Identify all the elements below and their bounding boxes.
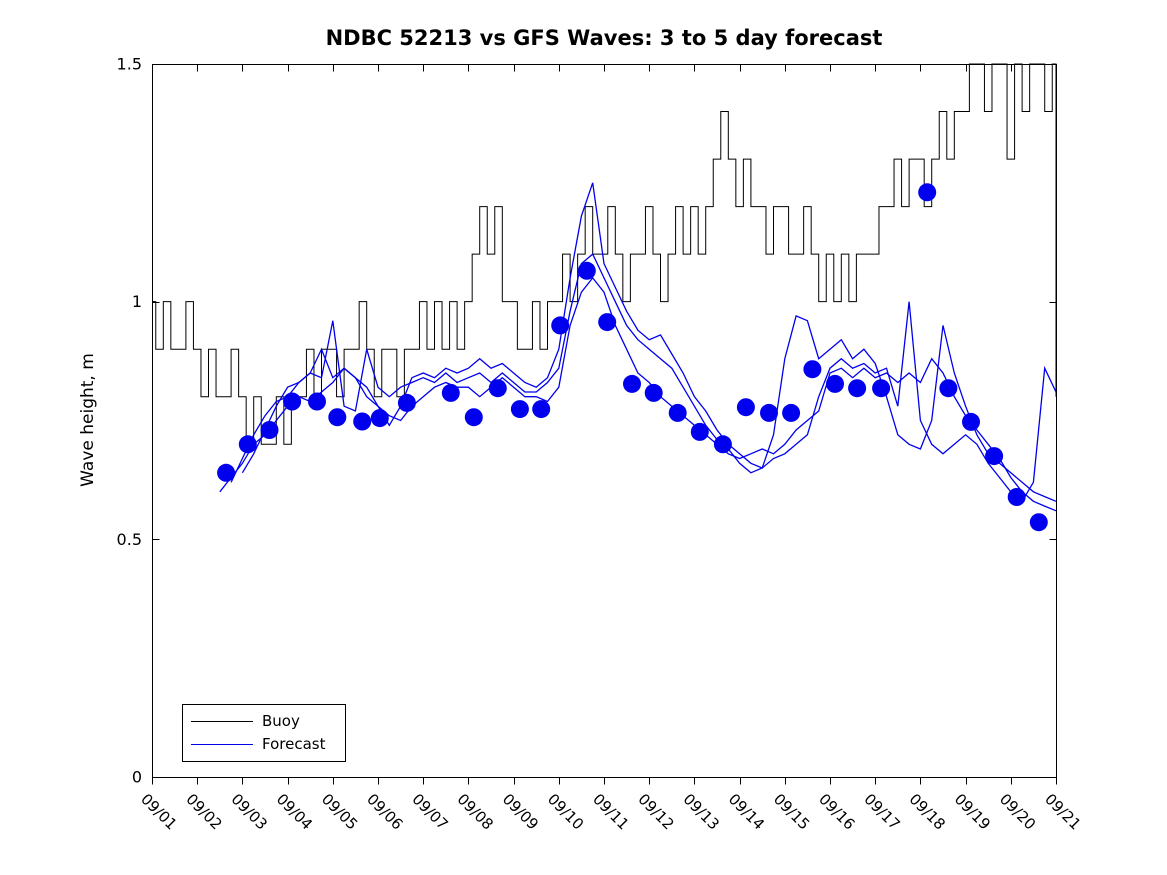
x-tick-label: 09/20 bbox=[996, 790, 1039, 833]
x-tick-label: 09/02 bbox=[182, 790, 225, 833]
forecast-marker-dot bbox=[962, 412, 980, 431]
forecast-marker-dot bbox=[308, 392, 326, 411]
forecast-marker-dot bbox=[985, 447, 1004, 466]
forecast-marker-dot bbox=[260, 421, 279, 439]
forecast-marker-dot bbox=[510, 400, 529, 419]
buoy-line-swatch bbox=[191, 720, 253, 722]
forecast-marker-dot bbox=[939, 379, 958, 398]
x-tick-label: 09/15 bbox=[770, 790, 813, 833]
legend-item-forecast: Forecast bbox=[191, 737, 345, 752]
y-tick-label: 0 bbox=[132, 768, 142, 787]
forecast-marker-dot bbox=[1007, 488, 1026, 506]
buoy-series-line bbox=[152, 63, 1057, 445]
y-tick-label: 1.5 bbox=[117, 55, 142, 74]
forecast-marker-dot bbox=[397, 393, 416, 412]
forecast-marker-dot bbox=[848, 379, 867, 398]
forecast-marker-dot bbox=[551, 316, 570, 335]
forecast-marker-dot bbox=[918, 183, 937, 202]
forecast-marker-dot bbox=[782, 403, 801, 422]
x-tick-label: 09/21 bbox=[1041, 790, 1084, 833]
forecast-marker-dot bbox=[488, 379, 507, 398]
forecast-marker-dot bbox=[690, 422, 709, 441]
x-tick-label: 09/16 bbox=[815, 790, 858, 833]
forecast-marker-dot bbox=[760, 403, 778, 422]
forecast-marker-dot bbox=[872, 379, 891, 398]
x-tick-label: 09/12 bbox=[634, 790, 677, 833]
forecast-marker-dot bbox=[1029, 513, 1048, 532]
x-tick-label: 09/05 bbox=[318, 790, 361, 833]
forecast-marker-dot bbox=[370, 409, 389, 428]
x-tick-label: 09/03 bbox=[228, 790, 271, 833]
forecast-series-line bbox=[230, 182, 1057, 502]
x-tick-label: 09/14 bbox=[725, 790, 768, 833]
x-tick-label: 09/19 bbox=[951, 790, 994, 833]
forecast-marker-dot bbox=[598, 313, 617, 332]
forecast-marker-dot bbox=[803, 360, 822, 379]
y-tick-label: 0.5 bbox=[117, 530, 142, 549]
x-tick-label: 09/06 bbox=[363, 790, 406, 833]
forecast-marker-dot bbox=[668, 403, 687, 422]
x-tick-label: 09/13 bbox=[680, 790, 723, 833]
forecast-series-line bbox=[219, 276, 1057, 512]
forecast-line-swatch bbox=[191, 744, 253, 746]
forecast-series-line bbox=[241, 253, 1057, 503]
x-tick-label: 09/09 bbox=[499, 790, 542, 833]
forecast-marker-dot bbox=[238, 435, 257, 454]
forecast-marker-dot bbox=[283, 392, 302, 411]
legend-label-forecast: Forecast bbox=[262, 735, 326, 754]
forecast-marker-dot bbox=[532, 400, 551, 419]
forecast-marker-dot bbox=[713, 435, 732, 454]
chart-title: NDBC 52213 vs GFS Waves: 3 to 5 day fore… bbox=[325, 26, 883, 50]
x-tick-label: 09/18 bbox=[906, 790, 949, 833]
legend-label-buoy: Buoy bbox=[262, 711, 300, 730]
x-tick-label: 09/11 bbox=[589, 790, 632, 833]
y-tick-label: 1 bbox=[132, 292, 142, 311]
legend-item-buoy: Buoy bbox=[191, 711, 345, 730]
forecast-marker-dot bbox=[464, 408, 483, 427]
forecast-marker-dot bbox=[736, 398, 755, 417]
x-tick-label: 09/01 bbox=[137, 790, 180, 833]
forecast-marker-dot bbox=[826, 374, 844, 393]
x-tick-label: 09/10 bbox=[544, 790, 587, 833]
x-tick-label: 09/04 bbox=[273, 790, 316, 833]
x-tick-label: 09/07 bbox=[408, 790, 451, 833]
forecast-marker-dot bbox=[441, 383, 460, 402]
x-tick-label: 09/17 bbox=[860, 790, 903, 833]
forecast-marker-dot bbox=[644, 383, 663, 402]
x-tick-label: 09/08 bbox=[454, 790, 497, 833]
forecast-marker-dot bbox=[577, 261, 596, 280]
forecast-marker-dot bbox=[217, 463, 236, 482]
forecast-marker-dot bbox=[328, 408, 347, 427]
forecast-marker-dot bbox=[353, 412, 372, 431]
legend: Buoy Forecast bbox=[182, 704, 346, 762]
forecast-marker-dot bbox=[623, 374, 641, 393]
